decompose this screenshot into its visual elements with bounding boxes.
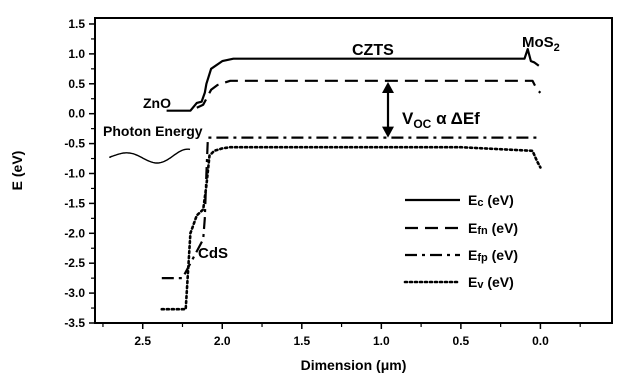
voc-label-sub: OC: [413, 117, 431, 131]
legend-label-tail: (eV): [488, 247, 518, 263]
y-tick-label: -3.5: [64, 316, 85, 330]
legend-label-v: Ev (eV): [468, 274, 514, 291]
x-tick-label: 1.5: [293, 334, 310, 348]
mos2-label-main: MoS: [522, 34, 554, 51]
photon-energy-label: Photon Energy: [103, 123, 203, 139]
legend-label-tail: (eV): [483, 274, 513, 290]
mos2-label: MoS2: [522, 34, 560, 54]
y-tick-label: -0.5: [64, 137, 85, 151]
y-tick-label: 1.5: [68, 17, 85, 31]
x-tick-label: 0.0: [532, 334, 549, 348]
y-tick-label: 1.0: [68, 47, 85, 61]
cds-label: CdS: [198, 245, 228, 262]
czts-label: CZTS: [352, 42, 394, 59]
legend-label-main: E: [468, 192, 477, 208]
voc-arrow-icon: [382, 81, 394, 138]
y-tick-label: 0.0: [68, 107, 85, 121]
voc-label: VOC α ΔEf: [402, 109, 480, 131]
y-axis-title: E (eV): [9, 151, 25, 191]
y-tick-label: -3.0: [64, 286, 85, 300]
series-line-c: [166, 47, 540, 112]
legend-label-main: E: [468, 274, 477, 290]
legend-label-tail: (eV): [488, 220, 518, 236]
plot-frame: [94, 17, 613, 324]
legend-label-c: Ec (eV): [468, 192, 514, 209]
y-tick-label: -2.5: [64, 256, 85, 270]
series-line-v: [160, 145, 542, 311]
x-tick-label: 1.0: [373, 334, 390, 348]
legend-label-main: E: [468, 247, 477, 263]
x-tick-label: 0.5: [453, 334, 470, 348]
series-line-fn: [196, 79, 542, 109]
y-tick-label: -1.0: [64, 166, 85, 180]
y-tick-label: 0.5: [68, 77, 85, 91]
legend-label-main: E: [468, 220, 477, 236]
legend-label-sub: fn: [477, 225, 488, 237]
legend-label-sub: c: [477, 197, 483, 209]
legend-label-tail: (eV): [483, 192, 513, 208]
x-tick-label: 2.0: [214, 334, 231, 348]
x-tick-label: 2.5: [134, 334, 151, 348]
legend-label-fp: Efp (eV): [468, 247, 518, 264]
y-tick-label: -2.0: [64, 226, 85, 240]
series-line-fp: [161, 136, 541, 280]
mos2-label-sub: 2: [554, 42, 560, 54]
legend-label-sub: v: [477, 279, 484, 291]
x-axis-title: Dimension (μm): [301, 357, 407, 373]
y-tick-label: -1.5: [64, 196, 85, 210]
voc-label-main: V: [402, 109, 414, 128]
legend-label-fn: Efn (eV): [468, 220, 518, 237]
voc-label-rest: α ΔEf: [431, 109, 480, 128]
znO-label: ZnO: [143, 95, 171, 111]
legend-label-sub: fp: [477, 252, 488, 264]
photon-wave-icon: [109, 148, 191, 164]
